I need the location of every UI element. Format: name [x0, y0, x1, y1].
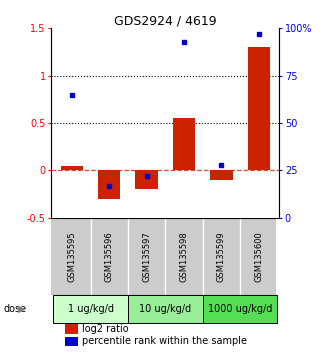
Text: GSM135598: GSM135598: [179, 231, 188, 282]
Text: percentile rank within the sample: percentile rank within the sample: [82, 336, 247, 346]
Bar: [128, 295, 203, 323]
Bar: [65, 337, 78, 346]
Text: ▶: ▶: [18, 304, 25, 314]
Bar: [53, 295, 128, 323]
Title: GDS2924 / 4619: GDS2924 / 4619: [114, 14, 217, 27]
Text: GSM135595: GSM135595: [67, 231, 76, 282]
Text: 10 ug/kg/d: 10 ug/kg/d: [139, 304, 191, 314]
Text: dose: dose: [3, 304, 26, 314]
Text: GSM135596: GSM135596: [105, 231, 114, 282]
Bar: [98, 170, 120, 199]
Bar: [247, 47, 270, 170]
Bar: [65, 325, 78, 334]
Bar: [210, 170, 233, 180]
Text: GSM135599: GSM135599: [217, 231, 226, 282]
Text: 1 ug/kg/d: 1 ug/kg/d: [68, 304, 114, 314]
Bar: [173, 118, 195, 170]
Bar: [61, 166, 83, 170]
Bar: [135, 170, 158, 189]
Text: GSM135597: GSM135597: [142, 231, 151, 282]
Text: 1000 ug/kg/d: 1000 ug/kg/d: [208, 304, 272, 314]
Text: log2 ratio: log2 ratio: [82, 324, 129, 334]
Text: GSM135600: GSM135600: [254, 231, 263, 282]
Bar: [203, 295, 277, 323]
